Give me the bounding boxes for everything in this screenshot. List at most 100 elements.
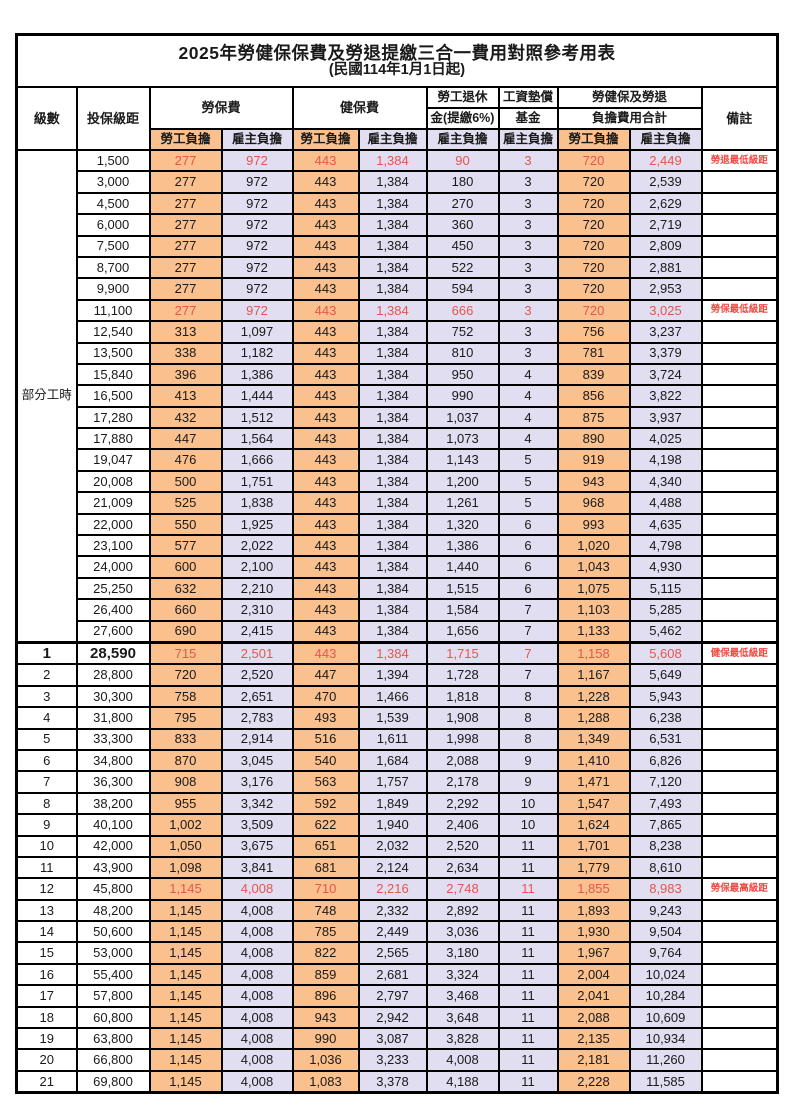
cell-health-employee: 443	[291, 491, 360, 515]
cell-labor-employer: 4,008	[220, 962, 294, 987]
cell-labor-employee: 413	[148, 384, 223, 408]
cell-total-employer: 4,798	[628, 534, 703, 558]
cell-level: 16	[15, 962, 78, 987]
cell-level: 9	[15, 813, 78, 837]
cell-labor-employee: 720	[148, 663, 223, 687]
cell-labor-employee: 277	[148, 234, 223, 258]
cell-bracket: 7,500	[75, 234, 151, 258]
cell-remark	[700, 663, 779, 687]
cell-bracket: 24,000	[75, 555, 151, 579]
cell-total-employee: 781	[556, 341, 631, 365]
cell-bracket: 34,800	[75, 748, 151, 773]
cell-health-employer: 1,384	[357, 448, 428, 472]
cell-labor-employer: 2,914	[220, 727, 294, 751]
table-row: 26,400 660 2,310 443 1,384 1,584 7 1,103 5,285	[17, 598, 779, 622]
cell-remark	[700, 555, 779, 579]
cell-level: 8	[15, 791, 78, 816]
cell-bracket: 48,200	[75, 898, 151, 923]
cell-wage-fund-employer: 7	[497, 598, 559, 622]
cell-labor-employee: 908	[148, 770, 223, 794]
cell-health-employer: 1,394	[357, 663, 428, 687]
cell-pension-employer: 2,634	[425, 855, 500, 880]
cell-bracket: 21,009	[75, 491, 151, 515]
cell-total-employee: 993	[556, 512, 631, 537]
cell-bracket: 55,400	[75, 962, 151, 987]
cell-level: 17	[15, 984, 78, 1008]
table-row: 21,009 525 1,838 443 1,384 1,261 5 968 4,488	[17, 491, 779, 515]
table-row: 5 33,300 833 2,914 516 1,611 1,998 8 1,349 6,531	[15, 727, 779, 751]
cell-health-employee: 443	[291, 362, 360, 387]
cell-labor-employer: 3,045	[220, 748, 294, 773]
table-row: 4,500 277 972 443 1,384 270 3 720 2,629	[17, 191, 779, 216]
cell-pension-employer: 1,073	[425, 427, 500, 451]
cell-health-employer: 1,940	[357, 813, 428, 837]
cell-total-employer: 6,531	[628, 727, 703, 751]
cell-total-employer: 2,809	[628, 234, 703, 258]
cell-remark	[700, 1005, 779, 1030]
cell-labor-employee: 500	[148, 469, 223, 494]
cell-bracket: 42,000	[75, 834, 151, 858]
cell-health-employer: 3,087	[357, 1026, 428, 1051]
cell-health-employer: 1,466	[357, 684, 428, 709]
cell-total-employer: 3,379	[628, 341, 703, 365]
cell-labor-employer: 2,415	[220, 619, 294, 644]
cell-total-employee: 720	[556, 277, 631, 301]
cell-health-employee: 443	[291, 534, 360, 558]
header-row-3: 勞工負擔 雇主負擔 勞工負擔 雇主負擔 雇主負擔 雇主負擔 勞工負擔 雇主負擔	[17, 128, 778, 151]
cell-health-employer: 1,384	[357, 191, 428, 216]
cell-pension-employer: 2,520	[425, 834, 500, 858]
cell-labor-employer: 1,666	[220, 448, 294, 472]
title-row: 2025年勞健保保費及勞退提繳三合一費用對照參考用表 (民國114年1月1日起)	[15, 33, 779, 88]
header-total-line2: 負擔費用合計	[556, 107, 703, 130]
cell-total-employee: 720	[556, 298, 631, 323]
cell-health-employer: 2,565	[357, 941, 428, 965]
table-row: 7 36,300 908 3,176 563 1,757 2,178 9 1,471 7,120	[15, 770, 779, 794]
cell-bracket: 57,800	[75, 984, 151, 1008]
cell-health-employer: 1,384	[357, 491, 428, 515]
subheader-health-employee: 勞工負擔	[291, 128, 360, 151]
cell-remark: 勞退最低級距	[700, 148, 779, 173]
cell-wage-fund-employer: 3	[497, 255, 559, 280]
header-remark: 備註	[700, 86, 779, 151]
cell-labor-employer: 4,008	[220, 1005, 294, 1030]
cell-labor-employee: 795	[148, 706, 223, 730]
cell-labor-employee: 577	[148, 534, 223, 558]
cell-total-employee: 720	[556, 191, 631, 216]
cell-wage-fund-employer: 4	[497, 405, 559, 430]
cell-pension-employer: 2,406	[425, 813, 500, 837]
cell-labor-employee: 277	[148, 170, 223, 194]
cell-labor-employer: 1,444	[220, 384, 294, 408]
cell-health-employee: 443	[291, 448, 360, 472]
cell-labor-employee: 690	[148, 619, 223, 644]
cell-total-employer: 11,260	[628, 1048, 703, 1072]
cell-remark	[700, 405, 779, 430]
table-row: 15 53,000 1,145 4,008 822 2,565 3,180 11 1,967 9,…	[15, 941, 779, 965]
table-row: 15,840 396 1,386 443 1,384 950 4 839 3,724	[17, 362, 779, 387]
cell-total-employer: 3,025	[628, 298, 703, 323]
cell-pension-employer: 450	[425, 234, 500, 258]
cell-bracket: 45,800	[75, 877, 151, 901]
cell-health-employer: 1,384	[357, 277, 428, 301]
premium-table: 2025年勞健保保費及勞退提繳三合一費用對照參考用表 (民國114年1月1日起)…	[15, 33, 780, 1095]
cell-pension-employer: 3,180	[425, 941, 500, 965]
table-row: 13 48,200 1,145 4,008 748 2,332 2,892 11 1,893 9,…	[15, 898, 779, 923]
cell-pension-employer: 1,037	[425, 405, 500, 430]
cell-labor-employee: 313	[148, 320, 223, 344]
cell-health-employer: 1,684	[357, 748, 428, 773]
cell-level: 18	[15, 1005, 78, 1030]
table-row: 6,000 277 972 443 1,384 360 3 720 2,719	[17, 213, 779, 237]
cell-labor-employer: 3,841	[220, 855, 294, 880]
cell-remark	[700, 170, 779, 194]
cell-level: 14	[15, 920, 78, 944]
cell-remark	[700, 512, 779, 537]
section-part-time: 部分工時	[15, 148, 78, 644]
cell-total-employer: 7,120	[628, 770, 703, 794]
cell-labor-employer: 3,509	[220, 813, 294, 837]
cell-wage-fund-employer: 4	[497, 427, 559, 451]
cell-level: 2	[15, 663, 78, 687]
cell-health-employer: 1,384	[357, 469, 428, 494]
cell-health-employer: 1,384	[357, 320, 428, 344]
cell-labor-employee: 1,002	[148, 813, 223, 837]
table-row: 13,500 338 1,182 443 1,384 810 3 781 3,379	[17, 341, 779, 365]
cell-bracket: 22,000	[75, 512, 151, 537]
